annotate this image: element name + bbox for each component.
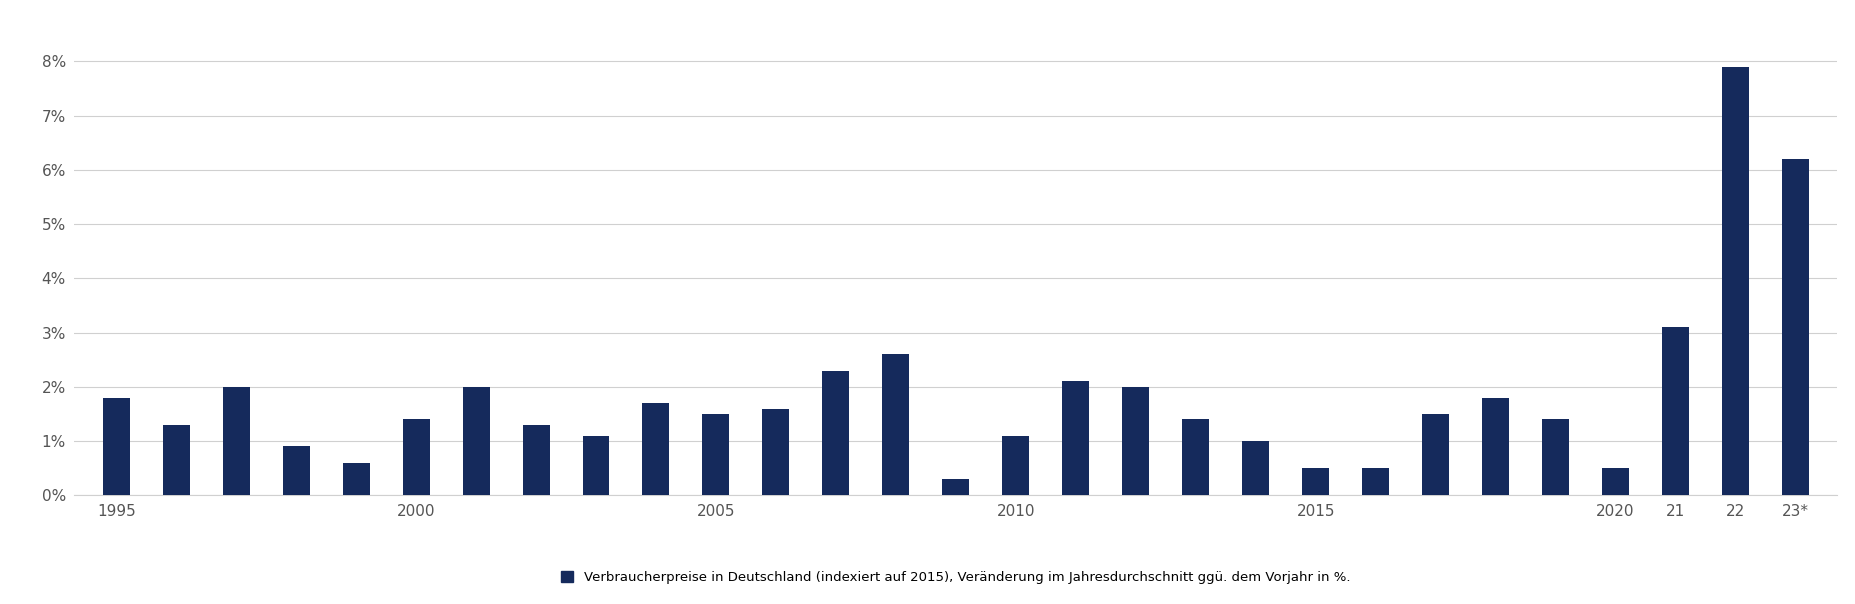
Bar: [1601, 468, 1629, 495]
Bar: [1241, 441, 1269, 495]
Bar: [163, 425, 189, 495]
Bar: [881, 355, 909, 495]
Bar: [1781, 159, 1809, 495]
Bar: [1542, 419, 1567, 495]
Bar: [1122, 387, 1148, 495]
Bar: [282, 446, 310, 495]
Bar: [223, 387, 250, 495]
Bar: [1061, 381, 1089, 495]
Bar: [1362, 468, 1388, 495]
Bar: [822, 371, 850, 495]
Bar: [762, 408, 788, 495]
Bar: [1002, 435, 1030, 495]
Bar: [462, 387, 490, 495]
Legend: Verbraucherpreise in Deutschland (indexiert auf 2015), Veränderung im Jahresdurc: Verbraucherpreise in Deutschland (indexi…: [560, 571, 1350, 584]
Bar: [1660, 327, 1688, 495]
Bar: [102, 397, 130, 495]
Bar: [343, 463, 369, 495]
Bar: [523, 425, 549, 495]
Bar: [582, 435, 608, 495]
Bar: [642, 403, 670, 495]
Bar: [1302, 468, 1328, 495]
Bar: [1721, 67, 1747, 495]
Bar: [403, 419, 429, 495]
Bar: [1482, 397, 1508, 495]
Bar: [942, 479, 968, 495]
Bar: [1182, 419, 1209, 495]
Bar: [1421, 414, 1449, 495]
Bar: [701, 414, 729, 495]
